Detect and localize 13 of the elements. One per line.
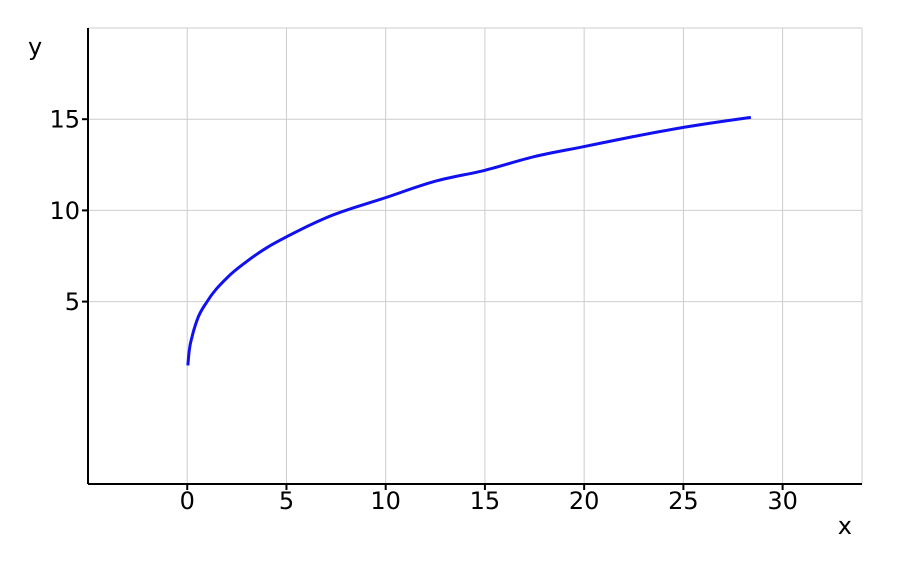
y-tick-label: 5 bbox=[64, 288, 80, 316]
x-axis-title: x bbox=[838, 512, 852, 540]
x-tick-label: 0 bbox=[180, 487, 195, 516]
y-tick-label: 10 bbox=[49, 196, 80, 225]
x-tick-label: 30 bbox=[767, 487, 798, 516]
x-tick-label: 20 bbox=[568, 487, 600, 516]
x-tick-label: 25 bbox=[668, 487, 699, 516]
y-tick-label: 15 bbox=[49, 106, 80, 134]
x-tick-label: 15 bbox=[470, 487, 500, 516]
y-axis-title: y bbox=[28, 33, 42, 62]
x-tick-label: 10 bbox=[370, 487, 401, 516]
x-tick-label: 5 bbox=[278, 487, 294, 516]
line-series bbox=[186, 116, 752, 367]
